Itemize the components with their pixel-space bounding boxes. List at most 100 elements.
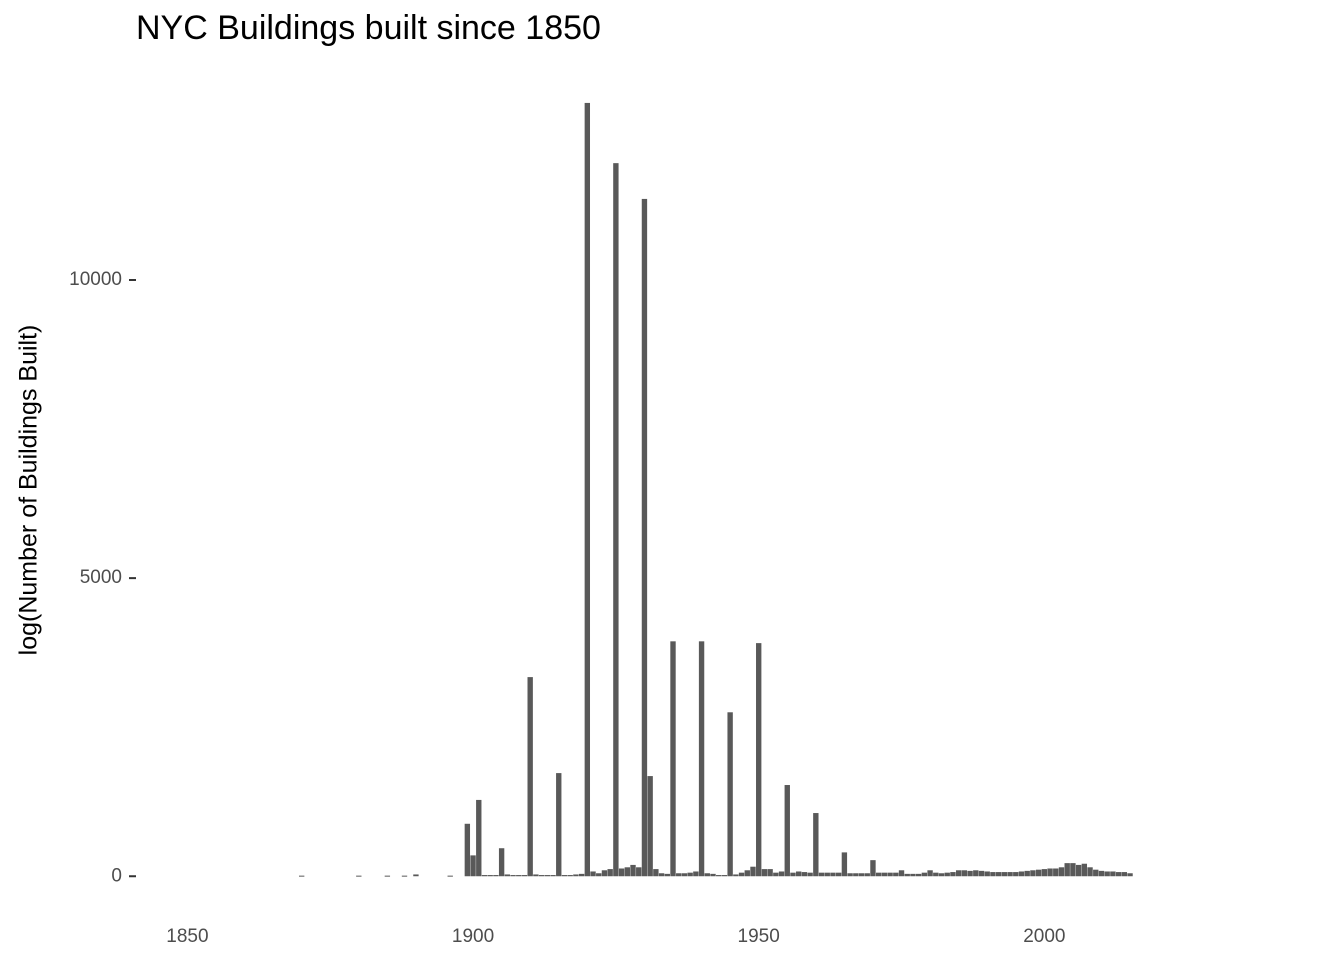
bar <box>413 874 419 877</box>
bar <box>710 873 716 877</box>
bar <box>590 871 596 877</box>
y-tick-label: 5000 <box>80 567 122 588</box>
bar <box>636 867 642 877</box>
bar <box>750 866 756 877</box>
y-axis-label: log(Number of Buildings Built) <box>15 325 43 656</box>
bar <box>790 872 796 877</box>
bar <box>984 871 990 877</box>
bar <box>818 872 825 877</box>
bar <box>864 873 870 877</box>
bar <box>481 875 488 877</box>
bar <box>1121 872 1128 877</box>
y-tick-label: 0 <box>111 865 122 886</box>
bar <box>990 872 996 877</box>
bar <box>1093 869 1099 877</box>
bar <box>910 873 916 877</box>
bar <box>727 712 733 877</box>
bar <box>550 875 556 877</box>
bar <box>624 867 630 877</box>
bar <box>470 855 476 877</box>
bar <box>670 641 676 877</box>
bar <box>733 874 739 877</box>
bar <box>716 875 722 877</box>
bar <box>767 869 773 877</box>
bar <box>853 873 859 877</box>
bar <box>584 102 591 877</box>
bar <box>927 870 933 877</box>
bar <box>533 874 539 877</box>
bar <box>830 872 836 877</box>
bar <box>955 870 962 877</box>
bar <box>1007 872 1013 877</box>
bar <box>510 875 516 877</box>
bar <box>516 875 522 877</box>
bar <box>950 872 956 877</box>
bar <box>1001 872 1008 877</box>
bar <box>721 875 728 877</box>
bar <box>1075 864 1082 877</box>
bar <box>556 773 562 877</box>
bar <box>1035 869 1042 877</box>
bar <box>841 852 848 877</box>
bar <box>447 875 453 877</box>
x-tick-label: 1950 <box>738 926 780 947</box>
bar <box>653 869 659 877</box>
bar <box>601 870 608 877</box>
bar <box>476 799 482 877</box>
bar <box>761 869 768 877</box>
bar <box>567 875 573 877</box>
x-tick-label: 1900 <box>452 926 494 947</box>
x-tick-label: 2000 <box>1023 926 1065 947</box>
bar <box>875 872 882 877</box>
bar <box>664 873 670 877</box>
bar <box>561 875 568 877</box>
bar <box>944 872 950 877</box>
bar <box>898 870 905 877</box>
bar <box>498 848 505 877</box>
bar <box>538 875 545 877</box>
bar <box>521 875 528 877</box>
bar <box>744 870 750 877</box>
bar <box>1070 863 1076 877</box>
bar <box>796 871 802 877</box>
bar <box>778 871 785 877</box>
bar <box>858 873 865 877</box>
bar <box>938 873 945 877</box>
bar <box>464 823 471 877</box>
bar <box>687 872 693 877</box>
bar <box>578 873 585 877</box>
bar <box>1098 870 1105 877</box>
bar <box>641 198 648 877</box>
bar <box>807 872 813 877</box>
bar <box>298 875 305 877</box>
bar <box>933 872 939 877</box>
bar <box>978 870 985 877</box>
bar <box>630 864 636 877</box>
bar <box>1058 867 1065 877</box>
bar <box>1115 872 1122 877</box>
bar <box>1127 873 1133 877</box>
bar <box>756 643 762 877</box>
bar <box>504 874 511 877</box>
bar <box>870 860 876 877</box>
bar <box>1081 863 1088 877</box>
bar <box>1041 869 1048 877</box>
y-tick-label: 10000 <box>69 269 122 290</box>
bar <box>1030 870 1036 877</box>
bar <box>961 870 968 877</box>
bar <box>573 874 579 877</box>
bar <box>921 872 928 877</box>
bar <box>1053 868 1059 877</box>
bar <box>1024 870 1030 877</box>
bar <box>784 785 790 877</box>
bar <box>904 873 910 877</box>
bar <box>801 872 808 877</box>
bar <box>973 870 979 877</box>
bar <box>356 875 362 877</box>
bar <box>995 872 1002 877</box>
bar <box>738 872 745 877</box>
bar <box>1104 871 1110 877</box>
bar <box>773 872 779 877</box>
